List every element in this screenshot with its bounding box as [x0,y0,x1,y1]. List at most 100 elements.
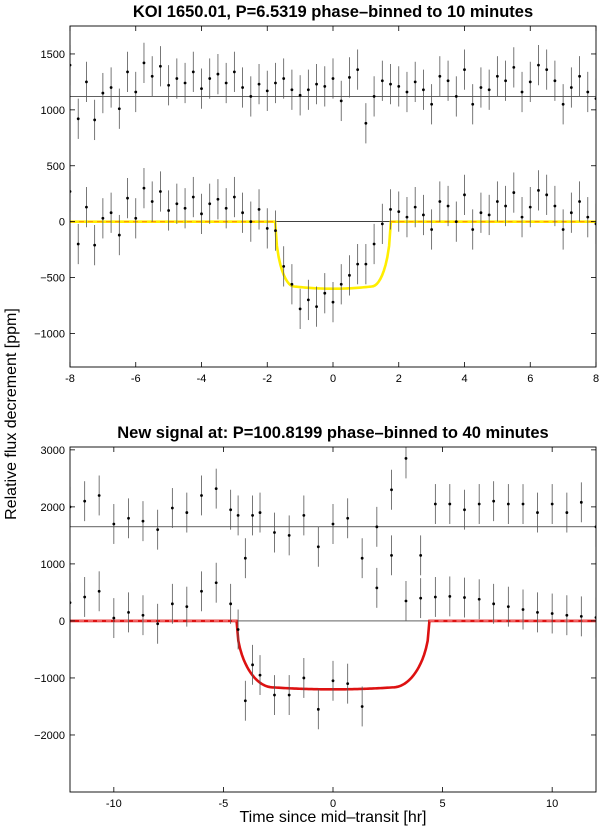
panel1-upper-point [101,91,105,95]
panel1-upper-point [290,88,294,92]
panel2-lower-point [375,586,379,590]
panel2-upper-point [170,506,174,510]
panel2-upper-point [273,531,276,534]
panel1-lower-point [117,233,121,237]
panel1-upper-point [479,86,483,89]
panel1-lower-point [356,262,360,266]
panel2-lower-point [229,602,233,606]
panel2-upper-point [521,502,525,506]
panel2-upper-point [251,514,254,517]
panel1-upper-point [356,68,360,72]
panel1-lower-point [85,205,88,209]
panel2-lower-point [141,613,145,617]
panel1-lower-point [216,197,220,201]
panel2-upper-point [506,502,510,506]
panel1-lower-point [405,215,409,219]
panel2-lower-point [433,595,437,599]
panel2-lower-point [331,679,335,683]
panel2-lower-point [492,602,496,606]
panel1-lower-point [422,213,425,217]
panel1-upper-point [257,82,261,86]
panel2-upper-point [156,528,160,532]
panel1-lower-point [389,207,392,211]
panel2-upper-point [404,457,408,460]
panel2-lower-point [579,614,583,618]
panel1-lower-point [150,200,154,203]
panel1-upper-point [348,76,351,79]
panel1-lower-point [504,204,507,208]
panel1-lower-point [224,206,228,210]
panel1-upper-point [495,74,499,78]
panel2-upper-point [287,533,291,537]
panel1-lower-point [167,209,171,212]
panel1-x-tick-label: -4 [197,373,207,385]
panel1-upper-point [397,84,401,88]
panel1-lower-point [142,186,146,190]
panel1-lower-point [520,215,524,219]
panel2-lower-point [170,602,174,606]
panel2-upper-point [463,508,466,512]
panel1-upper-point [241,86,244,89]
panel2-lower-point [200,589,203,593]
panel1-lower-point [265,226,269,230]
panel1-upper-point [167,83,171,87]
panel1-y-tick-label: 500 [47,161,65,173]
panel1-upper-point [405,90,409,94]
panel2-y-tick-label: −1000 [34,673,65,685]
panel1-lower-point [134,216,138,220]
panel1-lower-point [175,202,179,206]
panel2-y-tick-label: 2000 [41,502,65,514]
panel2-upper-point [141,519,145,523]
panel1-lower-point [438,200,442,203]
panel1-lower-point [569,211,573,215]
panel1-lower-point [93,243,97,247]
panel1-lower-point [545,193,549,197]
panel1-upper-point [216,72,220,76]
panel1-lower-point [323,291,327,295]
y-axis-label: Relative flux decrement [ppm] [3,308,20,520]
panel2-upper-point [83,499,87,503]
panel2-lower-point [185,605,189,609]
panel2-y-tick-label: −2000 [34,730,65,742]
panel1-lower-point [578,200,581,203]
panel2-lower-point [565,613,569,617]
panel1-lower-point [364,262,368,266]
panel1-x-tick-label: 8 [593,373,599,385]
panel1-lower-point [208,202,212,206]
panel1-upper-point [471,102,475,106]
panel1-upper-point [175,77,179,80]
panel1-upper-point [389,82,392,86]
panel2-upper-point [316,545,320,549]
panel1-x-tick-label: -2 [262,373,272,385]
panel2-lower-point [506,605,510,609]
panel1-upper-point [430,102,434,106]
panel2-lower-point [536,610,539,614]
panel1-upper-point [315,82,318,86]
panel2-upper-point [346,516,350,520]
panel1-upper-point [520,90,524,94]
panel2-plot: -10 -5 0 5 10 −2000 −1000 0 1000 2000 3000 [34,445,597,810]
panel1-upper-point [85,80,88,84]
panel2-y-tick-label: 3000 [41,445,65,457]
panel1-upper-point [93,118,97,122]
panel2-upper-point [536,511,539,514]
panel1-plot: -8 -6 -4 -2 0 2 4 6 8 −1000 −500 0 500 1000 1500 [34,25,599,385]
panel1-y-tick-label: 1000 [41,105,65,117]
panel1-upper-point [200,87,203,91]
panel1-lower-point [331,300,335,304]
panel2-upper-point [565,511,569,514]
panel2-lower-point [97,589,101,593]
panel1-lower-point [76,242,80,246]
panel1-upper-point [306,88,310,92]
panel1-lower-point [413,205,417,209]
panel1-upper-point [561,102,565,106]
panel2-lower-point [258,673,262,677]
panel1-upper-point [150,74,154,78]
panel1-upper-point [331,77,335,80]
panel1-lower-point [487,213,491,217]
panel1-lower-point [471,228,475,231]
panel1-lower-point [200,212,203,216]
panel1-lower-point [339,282,343,286]
panel1-lower-point [463,193,466,197]
